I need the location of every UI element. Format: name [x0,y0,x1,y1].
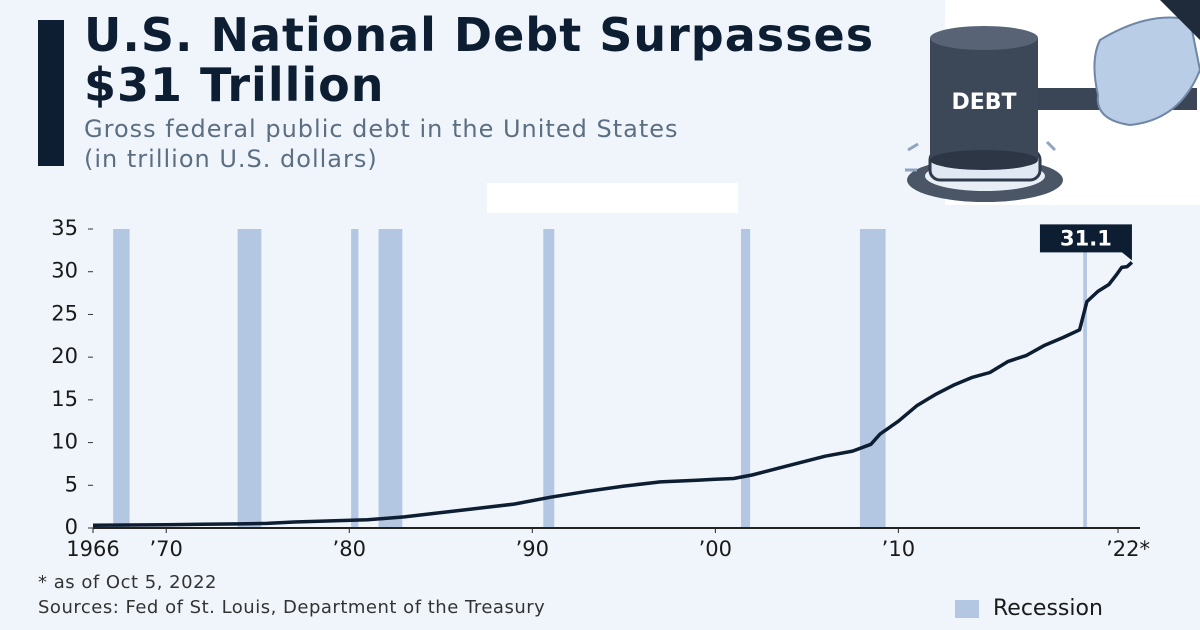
illustration: DEBT [905,0,1200,205]
recession-band [859,229,886,528]
y-tick-label: 25 [51,301,78,325]
recession-band [237,229,262,528]
subtitle: Gross federal public debt in the United … [84,115,679,143]
title-bar [38,20,64,166]
recession-band [740,229,751,528]
x-tick-label: ’70 [150,537,183,561]
recession-band [113,229,130,528]
illustration-label: DEBT [951,90,1016,115]
title: U.S. National Debt Surpasses $31 Trillio… [84,8,875,112]
y-tick-label: 15 [51,387,78,411]
value-label: 31.1 [1060,226,1112,250]
footnote: * as of Oct 5, 2022 [38,572,217,593]
x-tick-label: ’80 [333,537,366,561]
value-label-box [1039,224,1132,261]
recession-band [378,229,403,528]
y-tick-label: 35 [51,216,78,240]
y-tick-label: 20 [51,344,78,368]
x-tick-label: 1966 [66,537,119,561]
blank-box [487,183,738,213]
x-tick-label: ’90 [516,537,549,561]
x-tick-label: ’00 [699,537,732,561]
y-tick-label: 5 [65,472,78,496]
y-tick-label: 10 [51,430,78,454]
recession-band [1083,229,1087,528]
legend-swatch [955,600,979,618]
unit: (in trillion U.S. dollars) [84,145,378,173]
recession-band [351,229,359,528]
recession-band [543,229,555,528]
legend-label: Recession [993,596,1103,621]
x-tick-label: ’10 [882,537,915,561]
source: Sources: Fed of St. Louis, Department of… [38,597,545,618]
y-tick-label: 30 [51,259,78,283]
y-tick-label: 0 [65,515,78,539]
debt-line [92,261,1134,528]
x-tick-label: ’22* [1106,537,1150,561]
